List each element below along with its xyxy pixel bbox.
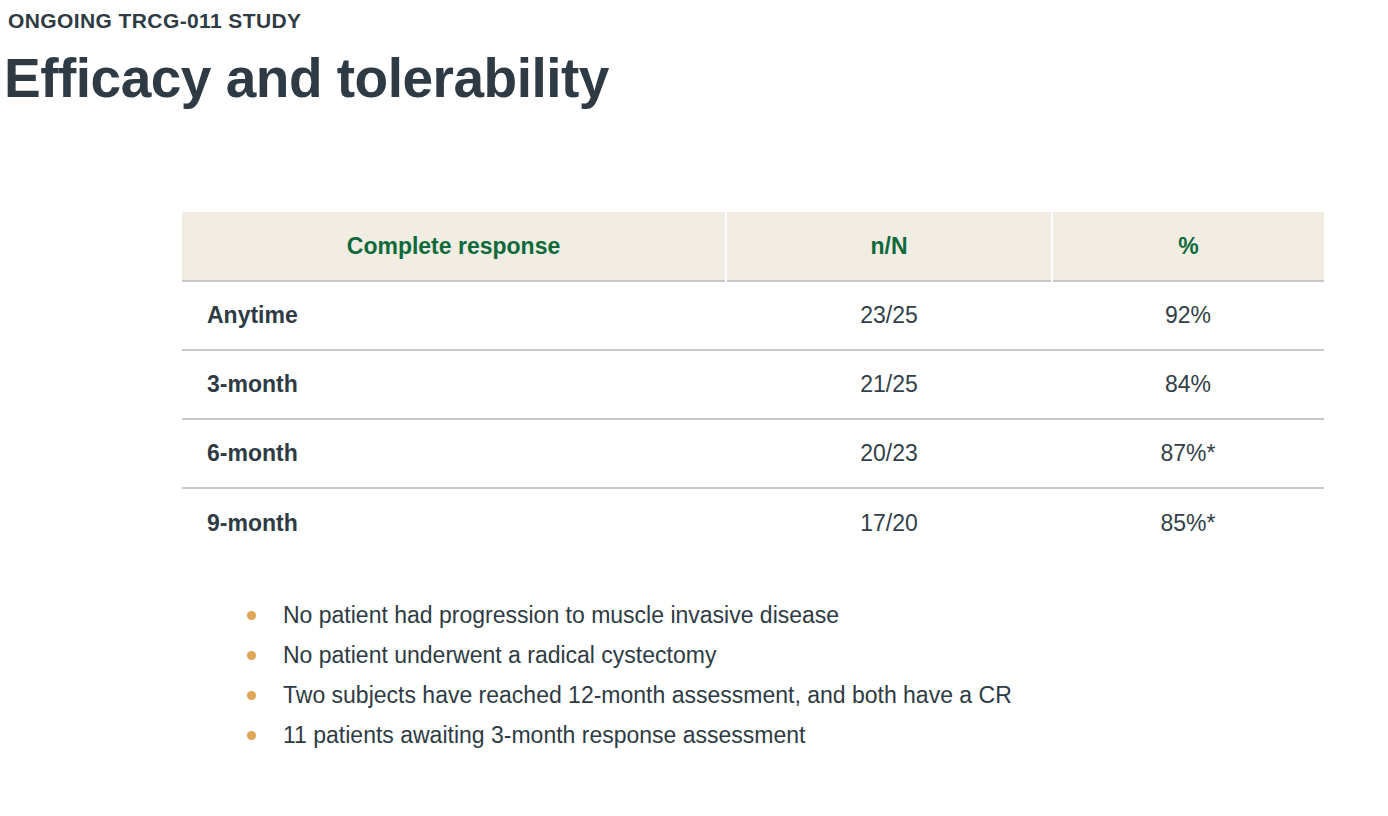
eyebrow-label: ONGOING TRCG-011 STUDY	[8, 9, 302, 33]
bullet-icon	[247, 691, 256, 700]
bullet-text: No patient underwent a radical cystectom…	[283, 642, 716, 668]
bullet-text: 11 patients awaiting 3-month response as…	[283, 722, 805, 748]
list-item: Two subjects have reached 12-month asses…	[247, 675, 1297, 715]
table-header-row: Complete response n/N %	[182, 212, 1324, 281]
row-n-over-N: 20/23	[726, 419, 1052, 488]
column-header-percent: %	[1052, 212, 1324, 281]
table-row: 6-month 20/23 87%*	[182, 419, 1324, 488]
bullet-icon	[247, 731, 256, 740]
bullet-text: Two subjects have reached 12-month asses…	[283, 682, 1012, 708]
complete-response-table: Complete response n/N % Anytime 23/25 92…	[182, 212, 1324, 557]
bullet-list: No patient had progression to muscle inv…	[247, 595, 1297, 755]
row-label: Anytime	[182, 281, 726, 350]
table-row: 9-month 17/20 85%*	[182, 488, 1324, 557]
row-n-over-N: 23/25	[726, 281, 1052, 350]
row-percent: 84%	[1052, 350, 1324, 419]
list-item: No patient underwent a radical cystectom…	[247, 635, 1297, 675]
row-percent: 85%*	[1052, 488, 1324, 557]
row-n-over-N: 17/20	[726, 488, 1052, 557]
row-percent: 87%*	[1052, 419, 1324, 488]
column-header-complete-response: Complete response	[182, 212, 726, 281]
row-label: 9-month	[182, 488, 726, 557]
row-n-over-N: 21/25	[726, 350, 1052, 419]
table-row: Anytime 23/25 92%	[182, 281, 1324, 350]
row-label: 6-month	[182, 419, 726, 488]
table-row: 3-month 21/25 84%	[182, 350, 1324, 419]
column-header-n-over-N: n/N	[726, 212, 1052, 281]
bullet-icon	[247, 651, 256, 660]
page-title: Efficacy and tolerability	[4, 46, 609, 110]
list-item: 11 patients awaiting 3-month response as…	[247, 715, 1297, 755]
bullet-text: No patient had progression to muscle inv…	[283, 602, 839, 628]
row-label: 3-month	[182, 350, 726, 419]
slide: ONGOING TRCG-011 STUDY Efficacy and tole…	[0, 0, 1388, 816]
list-item: No patient had progression to muscle inv…	[247, 595, 1297, 635]
row-percent: 92%	[1052, 281, 1324, 350]
bullet-icon	[247, 611, 256, 620]
